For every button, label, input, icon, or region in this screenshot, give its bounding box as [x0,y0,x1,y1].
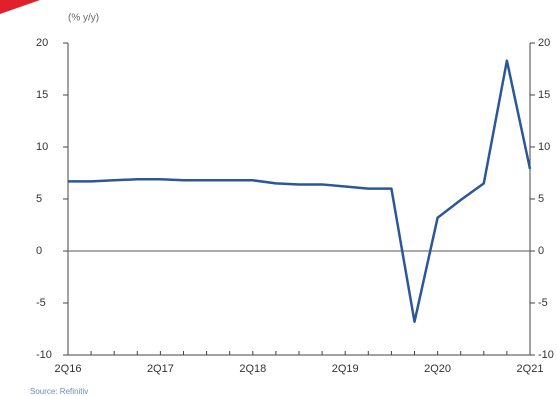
y2-tick-label: -5 [538,297,548,309]
y-tick-label: -10 [36,349,52,361]
x-tick-label: 2Q16 [55,363,82,375]
y2-tick-label: -10 [538,349,554,361]
axis-label: (% y/y) [68,13,99,24]
x-tick-label: 2Q18 [239,363,266,375]
y2-tick-label: 20 [538,37,550,49]
line-series [68,59,532,323]
y-tick-label: -5 [36,297,46,309]
corner-decoration [0,0,40,14]
y-tick-label: 10 [36,141,48,153]
x-tick-label: 2Q20 [424,363,451,375]
y2-tick-label: 0 [538,245,544,257]
y2-tick-label: 5 [538,193,544,205]
x-tick-label: 2Q17 [147,363,174,375]
x-tick-label: 2Q19 [332,363,359,375]
y2-tick-label: 10 [538,141,550,153]
x-tick-label: 2Q21 [517,363,544,375]
y-tick-label: 5 [36,193,42,205]
y-tick-label: 0 [36,245,42,257]
y-tick-label: 15 [36,89,48,101]
y2-tick-label: 15 [538,89,550,101]
y-tick-label: 20 [36,37,48,49]
source: Source: Refinitiv [30,387,88,396]
